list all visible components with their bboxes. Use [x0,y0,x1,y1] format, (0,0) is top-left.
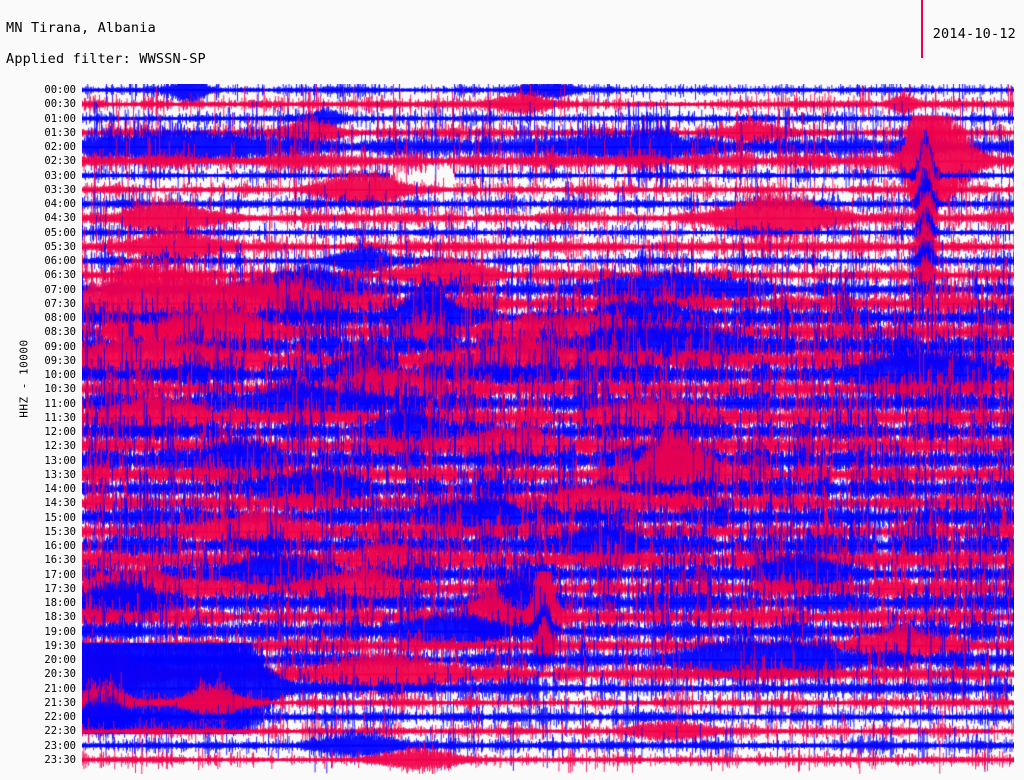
time-tick-label: 10:30 [44,383,76,396]
time-tick-label: 23:30 [44,753,76,766]
time-tick-label: 02:00 [44,141,76,153]
time-tick-label: 11:00 [44,397,76,410]
date-label: 2014-10-12 [932,26,1016,42]
applied-filter-label: Applied filter: WWSSN-SP [6,51,206,67]
time-tick-label: 20:30 [44,668,76,681]
time-tick-label: 17:00 [44,568,76,581]
time-tick-label: 00:30 [44,98,76,111]
time-tick-label: 21:00 [44,682,76,695]
page-title: MN Tirana, Albania [6,20,156,36]
time-tick-label: 01:00 [44,112,76,125]
time-tick-label: 15:00 [44,511,76,524]
time-tick-label: 22:30 [44,725,76,738]
time-tick-label: 23:00 [44,739,76,752]
time-tick-label: 00:00 [44,84,76,96]
time-tick-label: 17:30 [44,582,76,595]
time-tick-label: 18:00 [44,597,76,609]
time-tick-label: 19:30 [44,639,76,652]
time-tick-label: 03:30 [44,183,76,196]
time-tick-label: 12:00 [44,426,76,438]
time-tick-label: 05:30 [44,240,76,253]
time-tick-label: 03:00 [44,169,76,182]
time-tick-label: 14:00 [44,483,76,495]
date-marker-line [921,0,923,58]
time-tick-label: 16:30 [44,554,76,567]
time-tick-label: 06:00 [44,255,76,267]
time-tick-label: 13:30 [44,468,76,481]
time-tick-label: 05:00 [44,226,76,239]
time-tick-label: 09:30 [44,354,76,367]
time-tick-label: 11:30 [44,411,76,424]
time-tick-label: 08:30 [44,326,76,339]
time-tick-label: 06:30 [44,269,76,282]
time-tick-label: 16:00 [44,540,76,552]
time-tick-label: 01:30 [44,126,76,139]
time-tick-label: 15:30 [44,525,76,538]
time-tick-label: 12:30 [44,440,76,453]
time-tick-label: 22:00 [44,711,76,723]
time-tick-label: 08:00 [44,312,76,324]
time-tick-label: 04:00 [44,198,76,210]
trace-canvas [82,84,1014,774]
seismogram-plot [82,84,1014,774]
time-tick-label: 07:30 [44,297,76,310]
time-tick-label: 09:00 [44,340,76,353]
time-tick-label: 10:00 [44,369,76,381]
time-tick-label: 18:30 [44,611,76,624]
time-tick-label: 21:30 [44,696,76,709]
time-tick-label: 19:00 [44,625,76,638]
time-tick-label: 02:30 [44,155,76,168]
time-tick-label: 14:30 [44,497,76,510]
time-tick-label: 13:00 [44,454,76,467]
time-axis: 00:00 00:30 01:00 01:30 02:00 02:30 03:00 03:30… [0,84,82,774]
time-tick-label: 20:00 [44,654,76,666]
time-tick-label: 04:30 [44,212,76,225]
time-tick-label: 07:00 [44,283,76,296]
